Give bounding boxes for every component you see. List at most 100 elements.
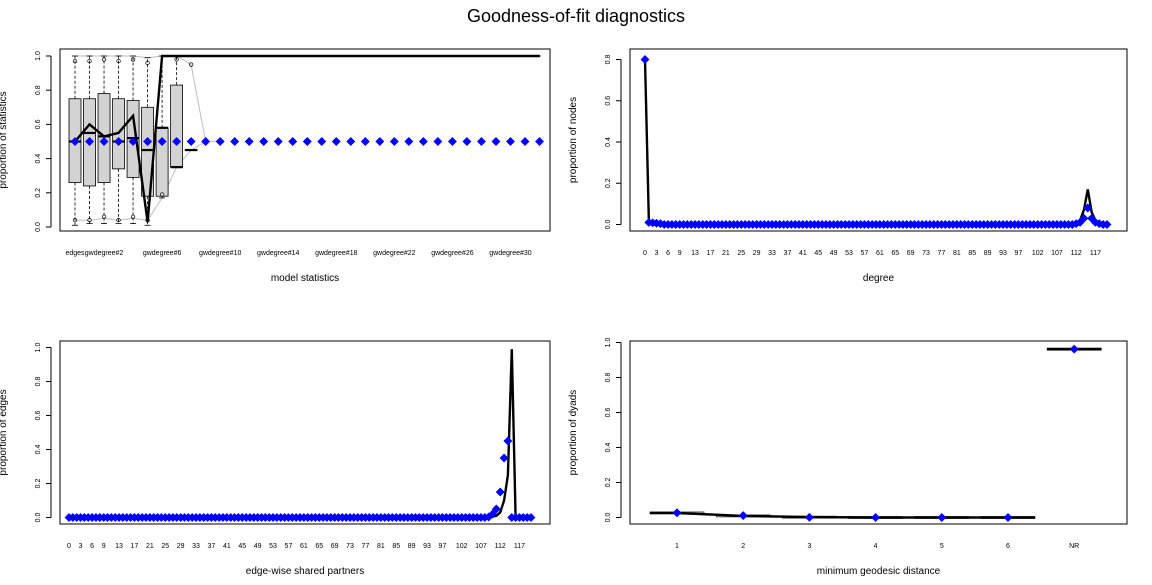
p2-x-tick-label: 69 <box>907 250 915 257</box>
p3-x-tick-label: 97 <box>439 543 447 550</box>
p4-y-tick-label: 0.2 <box>605 478 612 488</box>
p2-x-tick-label: 107 <box>1051 250 1063 257</box>
p3-y-tick-label: 0.4 <box>35 445 42 455</box>
p2-x-tick-label: 41 <box>799 250 807 257</box>
p4-y-tick-label: 0.0 <box>605 513 612 523</box>
p3-x-tick-label: 25 <box>161 543 169 550</box>
p2-x-tick-label: 85 <box>968 250 976 257</box>
p1-y-tick-label: 0.8 <box>35 85 42 95</box>
p2-y-tick-label: 0.2 <box>605 178 612 188</box>
p2-x-tick-label: 65 <box>891 250 899 257</box>
p3-x-tick-label: 89 <box>408 543 416 550</box>
p1-observed-point <box>346 136 356 147</box>
p1-x-tick-label: gwdegree#2 <box>85 250 124 257</box>
p4-observed-point <box>804 512 814 522</box>
p4-x-tick-label: NR <box>1069 543 1079 550</box>
p2-x-tick-label: 45 <box>814 250 822 257</box>
p1-mean-point <box>364 55 367 57</box>
p3-x-tick-label: 37 <box>208 543 216 550</box>
p2-x-tick-label: 117 <box>1090 250 1101 257</box>
p1-mean-point <box>277 55 280 57</box>
p1-observed-point <box>201 136 211 147</box>
p3-x-tick-label: 45 <box>238 543 246 550</box>
p4-mean-line <box>676 511 1008 519</box>
p1-observed-point <box>520 136 530 147</box>
p2-y-axis-label: proportion of nodes <box>568 97 579 183</box>
p4-observed-point <box>1003 512 1013 523</box>
p1-observed-point <box>433 136 443 147</box>
p1-observed-point <box>113 136 124 147</box>
p1-observed-point <box>462 136 472 147</box>
p3-plot-frame <box>59 340 551 525</box>
p3-x-axis-label: edge-wise shared partners <box>246 566 364 577</box>
p3-x-tick-label: 17 <box>131 543 139 550</box>
p2-x-tick-label: 89 <box>984 250 992 257</box>
p3-x-tick-label: 93 <box>423 543 431 550</box>
p3-observed-point <box>526 512 536 523</box>
p1-mean-point <box>509 55 512 57</box>
p1-mean-point <box>233 55 236 57</box>
p1-x-tick-label: gwdegree#10 <box>199 250 242 257</box>
p3-x-tick-label: 57 <box>285 543 293 550</box>
p1-observed-point <box>505 136 516 147</box>
p4-x-tick-label: 3 <box>807 543 811 550</box>
p3-x-tick-label: 53 <box>269 543 277 550</box>
p3-y-tick-label: 0.6 <box>35 411 42 421</box>
p2-y-tick-label: 0.4 <box>605 137 612 147</box>
p1-outlier <box>188 62 194 67</box>
p1-observed-point <box>84 136 95 147</box>
p4-x-tick-label: 5 <box>940 543 944 550</box>
p1-mean-point <box>117 131 120 134</box>
p1-mean-point <box>262 55 265 57</box>
p4-observed-point <box>871 512 881 523</box>
p3-x-tick-label: 107 <box>475 543 487 550</box>
p3-x-tick-label: 33 <box>192 543 200 550</box>
p3-x-tick-label: 9 <box>102 543 106 550</box>
p3-y-axis-label: proportion of edges <box>0 389 9 475</box>
p3-x-tick-label: 21 <box>146 543 154 550</box>
p1-mean-point <box>480 55 483 57</box>
p1-mean-point <box>219 55 222 57</box>
p1-mean-point <box>103 135 106 138</box>
p1-plot-frame <box>59 48 551 232</box>
p1-observed-point <box>375 136 385 147</box>
p1-observed-point <box>491 136 501 147</box>
p1-observed-point <box>273 136 283 147</box>
p4-x-tick-label: 6 <box>1006 543 1010 550</box>
p1-observed-point <box>360 136 370 147</box>
p1-observed-point <box>70 136 80 147</box>
p1-observed-point <box>317 136 327 147</box>
p3-x-tick-label: 0 <box>67 543 71 550</box>
p2-x-tick-label: 3 <box>655 250 659 257</box>
p1-x-axis-label: model statistics <box>271 273 339 284</box>
p2-x-tick-label: 61 <box>876 250 884 257</box>
p4-x-tick-label: 1 <box>675 543 679 550</box>
p1-observed-point <box>186 136 196 147</box>
p3-observed-point <box>487 509 498 519</box>
p1-y-axis-label: proportion of statistics <box>0 91 9 188</box>
p1-observed-point <box>143 136 153 147</box>
p1-mean-point <box>349 55 352 57</box>
p1-mean-point <box>248 55 251 57</box>
p1-observed-point <box>389 136 399 147</box>
p2-x-tick-label: 102 <box>1032 250 1044 257</box>
p3-x-tick-label: 73 <box>346 543 354 550</box>
p1-observed-point <box>447 136 457 147</box>
p3-x-tick-label: 29 <box>177 543 185 550</box>
p1-outlier <box>101 214 107 219</box>
p4-y-axis-label: proportion of dyads <box>568 390 579 476</box>
p1-outlier <box>87 58 92 64</box>
p3-x-tick-label: 77 <box>362 543 370 550</box>
p1-mean-point <box>451 55 454 57</box>
p4-y-tick-label: 0.8 <box>605 373 612 383</box>
p1-y-tick-label: 0.2 <box>35 188 42 198</box>
p1-mean-point <box>393 55 396 57</box>
p3-x-tick-label: 69 <box>331 543 339 550</box>
p1-mean-point <box>538 55 541 57</box>
p4-observed-point <box>672 508 682 518</box>
p1-x-tick-label: gwdegree#26 <box>431 250 474 257</box>
p2-observed-point <box>1102 219 1112 230</box>
p3-x-tick-label: 41 <box>223 543 231 550</box>
p1-outlier <box>116 218 121 223</box>
p2-x-tick-label: 37 <box>784 250 792 257</box>
